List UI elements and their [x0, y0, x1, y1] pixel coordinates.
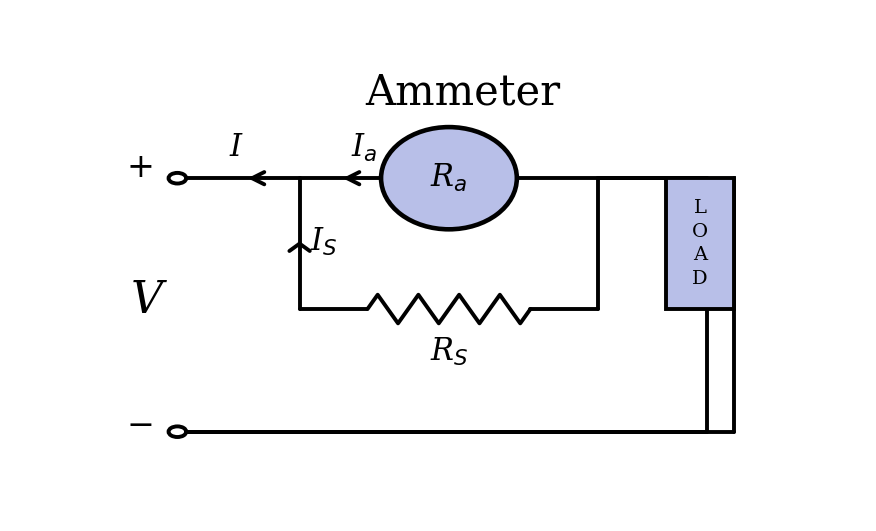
Text: Ammeter: Ammeter	[365, 71, 560, 113]
Text: R$_a$: R$_a$	[430, 162, 468, 194]
Text: L
O
A
D: L O A D	[692, 199, 708, 288]
Text: +: +	[126, 152, 154, 184]
FancyBboxPatch shape	[666, 178, 734, 309]
Text: I$_S$: I$_S$	[309, 226, 337, 258]
Text: −: −	[126, 409, 154, 442]
Text: V: V	[131, 279, 163, 322]
Text: R$_S$: R$_S$	[429, 336, 469, 368]
Text: I$_a$: I$_a$	[350, 132, 378, 164]
Text: I: I	[230, 132, 241, 163]
Ellipse shape	[381, 127, 517, 229]
